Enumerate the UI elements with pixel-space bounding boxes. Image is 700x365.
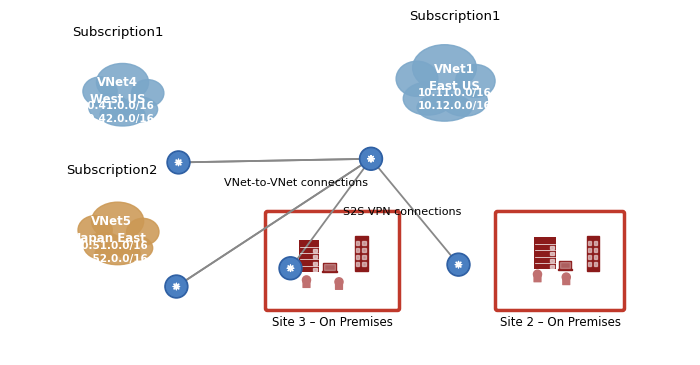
Circle shape: [335, 278, 343, 286]
Ellipse shape: [78, 216, 112, 245]
Text: 10.11.0.0/16
10.12.0.0/16: 10.11.0.0/16 10.12.0.0/16: [418, 88, 491, 111]
Ellipse shape: [84, 233, 125, 260]
Bar: [356, 255, 359, 259]
Bar: [587, 241, 591, 245]
Circle shape: [281, 258, 300, 278]
FancyBboxPatch shape: [335, 283, 343, 290]
Circle shape: [447, 253, 470, 276]
Circle shape: [533, 270, 542, 278]
Circle shape: [562, 273, 570, 281]
Ellipse shape: [83, 77, 117, 106]
FancyBboxPatch shape: [533, 275, 542, 283]
Bar: [560, 262, 570, 269]
Text: 10.41.0.0/16
10.42.0.0/16: 10.41.0.0/16 10.42.0.0/16: [80, 101, 155, 124]
Ellipse shape: [92, 202, 144, 240]
Ellipse shape: [95, 242, 140, 265]
Text: S2S VPN connections: S2S VPN connections: [343, 207, 461, 217]
FancyBboxPatch shape: [302, 281, 311, 288]
Bar: [587, 248, 591, 252]
Ellipse shape: [115, 235, 153, 261]
Circle shape: [167, 151, 190, 174]
Text: VNet4
West US: VNet4 West US: [90, 76, 146, 105]
Ellipse shape: [127, 218, 159, 245]
Circle shape: [167, 277, 186, 296]
Bar: [363, 248, 366, 252]
Bar: [363, 255, 366, 259]
Bar: [313, 268, 317, 271]
FancyBboxPatch shape: [299, 240, 319, 272]
Bar: [363, 241, 366, 245]
Bar: [587, 255, 591, 259]
Bar: [587, 236, 598, 271]
Bar: [550, 265, 554, 268]
Text: Site 2 – On Premises: Site 2 – On Premises: [500, 316, 620, 330]
Bar: [550, 246, 554, 249]
Bar: [587, 262, 591, 266]
Ellipse shape: [417, 94, 472, 121]
Text: Subscription1: Subscription1: [409, 9, 500, 23]
Bar: [323, 264, 337, 271]
Circle shape: [165, 275, 188, 298]
FancyBboxPatch shape: [265, 211, 400, 311]
Ellipse shape: [120, 97, 158, 122]
Bar: [594, 262, 597, 266]
Bar: [594, 255, 597, 259]
Bar: [558, 269, 572, 270]
Ellipse shape: [412, 45, 477, 91]
Bar: [594, 248, 597, 252]
Bar: [594, 241, 597, 245]
Text: VNet5
Japan East: VNet5 Japan East: [77, 215, 146, 245]
Ellipse shape: [132, 80, 164, 107]
Bar: [550, 252, 554, 255]
Bar: [323, 271, 337, 272]
Ellipse shape: [456, 65, 495, 97]
Ellipse shape: [441, 85, 487, 116]
Ellipse shape: [89, 94, 130, 121]
Text: VNet1
East US: VNet1 East US: [429, 63, 480, 93]
Bar: [550, 259, 554, 262]
FancyBboxPatch shape: [534, 237, 556, 269]
Circle shape: [279, 257, 302, 280]
Bar: [356, 262, 359, 266]
FancyBboxPatch shape: [562, 278, 570, 285]
Bar: [559, 261, 571, 269]
Bar: [313, 255, 317, 258]
Bar: [356, 241, 359, 245]
Bar: [313, 262, 317, 265]
Bar: [355, 236, 368, 271]
Text: VNet-to-VNet connections: VNet-to-VNet connections: [224, 177, 368, 188]
Text: Site 3 – On Premises: Site 3 – On Premises: [272, 316, 393, 330]
Text: 10.51.0.0/16
10.52.0.0/16: 10.51.0.0/16 10.52.0.0/16: [75, 241, 148, 264]
Text: Subscription1: Subscription1: [71, 26, 163, 39]
Circle shape: [302, 276, 311, 284]
FancyBboxPatch shape: [496, 211, 624, 311]
Bar: [356, 248, 359, 252]
Bar: [324, 264, 335, 270]
Ellipse shape: [97, 64, 148, 101]
Circle shape: [169, 153, 188, 172]
Ellipse shape: [100, 104, 145, 126]
Bar: [313, 249, 317, 252]
Text: Subscription2: Subscription2: [66, 164, 158, 177]
Ellipse shape: [396, 61, 438, 96]
Ellipse shape: [403, 82, 453, 115]
Circle shape: [361, 149, 381, 169]
Circle shape: [360, 147, 382, 170]
Bar: [363, 262, 366, 266]
Circle shape: [449, 255, 468, 274]
